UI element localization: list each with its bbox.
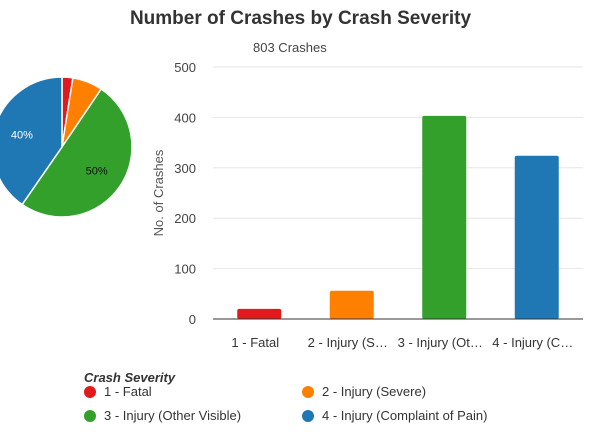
legend-swatch-icon <box>302 409 314 422</box>
chart-subtitle: 803 Crashes <box>253 40 327 55</box>
legend-swatch-icon <box>84 409 96 422</box>
legend-title: Crash Severity <box>84 370 176 385</box>
legend-swatch-icon <box>84 385 96 398</box>
y-tick-label: 300 <box>174 161 196 176</box>
legend-label: 4 - Injury (Complaint of Pain) <box>322 408 488 423</box>
legend-item[interactable]: 1 - Fatal <box>84 384 152 399</box>
chart-title: Number of Crashes by Crash Severity <box>129 8 472 29</box>
pie-label: 40% <box>11 129 33 141</box>
legend-swatch-icon <box>302 385 314 398</box>
y-tick-label: 500 <box>174 60 196 75</box>
bar <box>422 115 467 319</box>
bar <box>237 308 282 319</box>
y-tick-label: 200 <box>174 211 196 226</box>
legend-label: 3 - Injury (Other Visible) <box>104 408 242 423</box>
bar <box>514 155 559 319</box>
y-tick-label: 0 <box>189 312 196 327</box>
y-axis-label: No. of Crashes <box>151 149 166 236</box>
pie-label: 50% <box>86 166 108 178</box>
bar <box>329 290 374 319</box>
pie-slice <box>21 87 133 218</box>
legend-label: 2 - Injury (Severe) <box>322 384 427 399</box>
legend: Crash Severity <box>84 370 175 391</box>
x-tick-label: 2 - Injury (S… <box>308 335 388 350</box>
x-tick-label: 3 - Injury (Ot… <box>398 335 483 350</box>
legend-item[interactable]: 3 - Injury (Other Visible) <box>84 408 241 423</box>
pie-slice <box>0 76 63 206</box>
x-tick-label: 4 - Injury (C… <box>492 335 573 350</box>
y-tick-label: 100 <box>174 262 196 277</box>
y-tick-label: 400 <box>174 110 196 125</box>
x-tick-label: 1 - Fatal <box>231 335 279 350</box>
legend-item[interactable]: 4 - Injury (Complaint of Pain) <box>302 408 487 423</box>
legend-label: 1 - Fatal <box>104 384 152 399</box>
legend-item[interactable]: 2 - Injury (Severe) <box>302 384 426 399</box>
